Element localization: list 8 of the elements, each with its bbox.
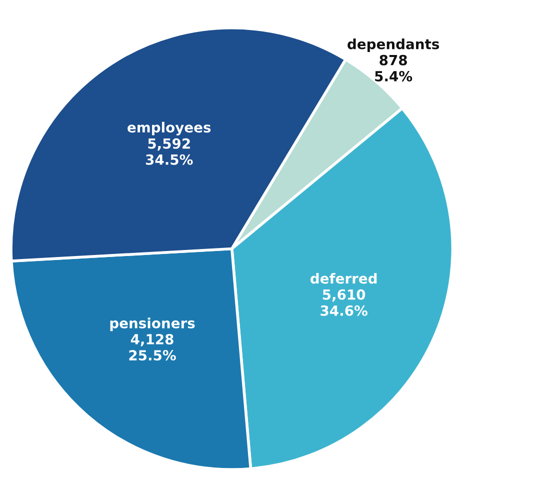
slice-label: employees xyxy=(128,122,211,136)
slice-label: deferred xyxy=(310,272,377,284)
slice-label: dependants xyxy=(348,38,440,52)
slice-label: pensioners xyxy=(110,318,195,332)
data-label: 5,610 34.6% xyxy=(320,289,368,316)
data-label: 4,128 25.5% xyxy=(129,334,176,361)
data-label: 878 5.4% xyxy=(375,54,412,82)
data-label: 5,592 34.5% xyxy=(146,138,193,165)
